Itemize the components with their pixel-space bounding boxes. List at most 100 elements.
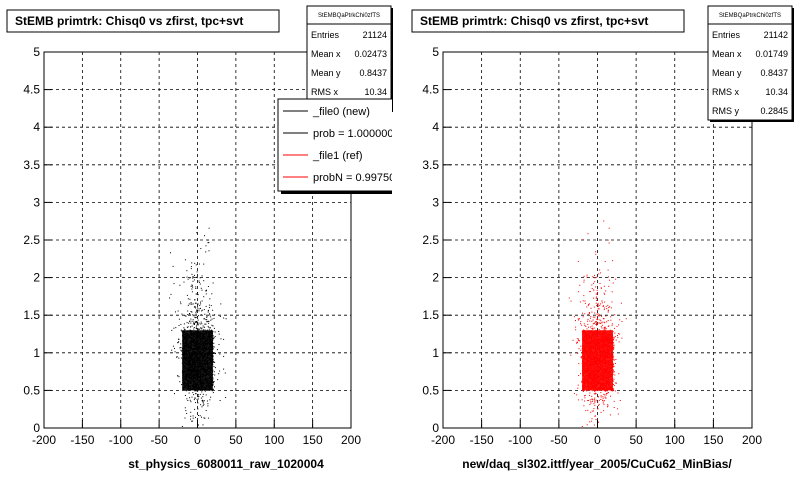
scatter-point [177,342,179,344]
scatter-point [576,342,577,344]
scatter-point [589,399,591,401]
scatter-point [212,282,214,284]
scatter-point [195,316,197,318]
scatter-point [583,323,585,325]
scatter-point [592,327,594,329]
scatter-point [183,323,185,325]
scatter-point [193,399,195,401]
scatter-point [195,393,197,395]
scatter-point [185,390,187,392]
scatter-point [570,354,572,356]
scatter-point [200,321,202,323]
scatter-point [583,279,585,281]
scatter-point [587,313,589,315]
scatter-point [208,242,210,244]
scatter-point [596,324,598,325]
scatter-point [187,298,189,300]
scatter-point [212,360,214,362]
y-tick-label: 1.5 [23,308,40,322]
scatter-point [212,325,214,327]
scatter-point [194,408,196,410]
scatter-point [210,319,212,321]
scatter-point [599,269,601,271]
scatter-point [617,392,619,394]
scatter-point [584,397,586,399]
scatter-point [191,285,193,287]
scatter-point [207,403,209,405]
scatter-point [578,348,580,350]
scatter-point [190,285,192,287]
scatter-point [214,336,216,338]
scatter-point [201,416,202,418]
y-tick-label: 1 [33,346,40,360]
scatter-point [589,291,591,292]
scatter-point [195,313,197,315]
stats-value: 0.8437 [359,68,387,78]
x-tick-label: -150 [70,433,94,447]
scatter-point [591,288,593,289]
scatter-point [608,276,609,278]
scatter-point [175,311,176,313]
scatter-point [205,319,207,321]
stats-label: Mean y [311,68,341,78]
scatter-point [197,402,199,404]
x-tick-label: 150 [303,433,323,447]
scatter-point [172,265,174,267]
y-tick-label: 3.5 [23,158,40,172]
scatter-point [592,276,594,278]
scatter-point [201,309,203,311]
scatter-point [196,293,198,295]
scatter-point [213,317,215,319]
scatter-point [196,232,198,234]
scatter-point [604,301,606,303]
scatter-point [573,316,575,318]
scatter-point [595,399,597,401]
scatter-point [595,251,597,253]
scatter-point [201,310,203,312]
scatter-point [184,395,186,396]
scatter-point [212,388,214,390]
scatter-point [189,277,191,279]
scatter-point [592,328,594,330]
scatter-point [595,419,597,421]
scatter-point [212,369,214,371]
scatter-point [191,288,193,290]
scatter-point [196,310,197,312]
scatter-point [210,396,212,398]
scatter-point [183,327,185,329]
scatter-point [203,296,205,298]
scatter-point [207,286,209,287]
scatter-point [190,311,192,312]
scatter-point [593,289,595,291]
scatter-point [580,345,582,347]
scatter-point [205,394,207,396]
scatter-point [599,322,601,324]
scatter-point [605,315,607,317]
scatter-point [598,322,600,324]
scatter-point [612,348,614,350]
scatter-point [213,342,215,344]
scatter-point [197,398,199,400]
scatter-point [200,287,202,289]
scatter-point [580,373,581,375]
scatter-point [218,344,220,345]
scatter-point [198,424,199,426]
scatter-point [570,300,572,302]
scatter-point [207,325,209,327]
scatter-point [576,341,578,343]
scatter-point [192,319,194,321]
scatter-point [213,366,215,368]
scatter-point [194,305,196,307]
scatter-point [593,393,595,395]
scatter-point [614,382,616,384]
scatter-point [577,339,579,341]
scatter-point [191,284,193,286]
scatter-point [190,401,192,403]
scatter-point [214,361,216,363]
y-tick-label: 0 [33,421,40,435]
scatter-point [618,373,620,375]
scatter-point [580,356,582,358]
y-tick-label: 0.5 [23,383,40,397]
scatter-point [194,397,196,399]
scatter-point [582,390,584,392]
